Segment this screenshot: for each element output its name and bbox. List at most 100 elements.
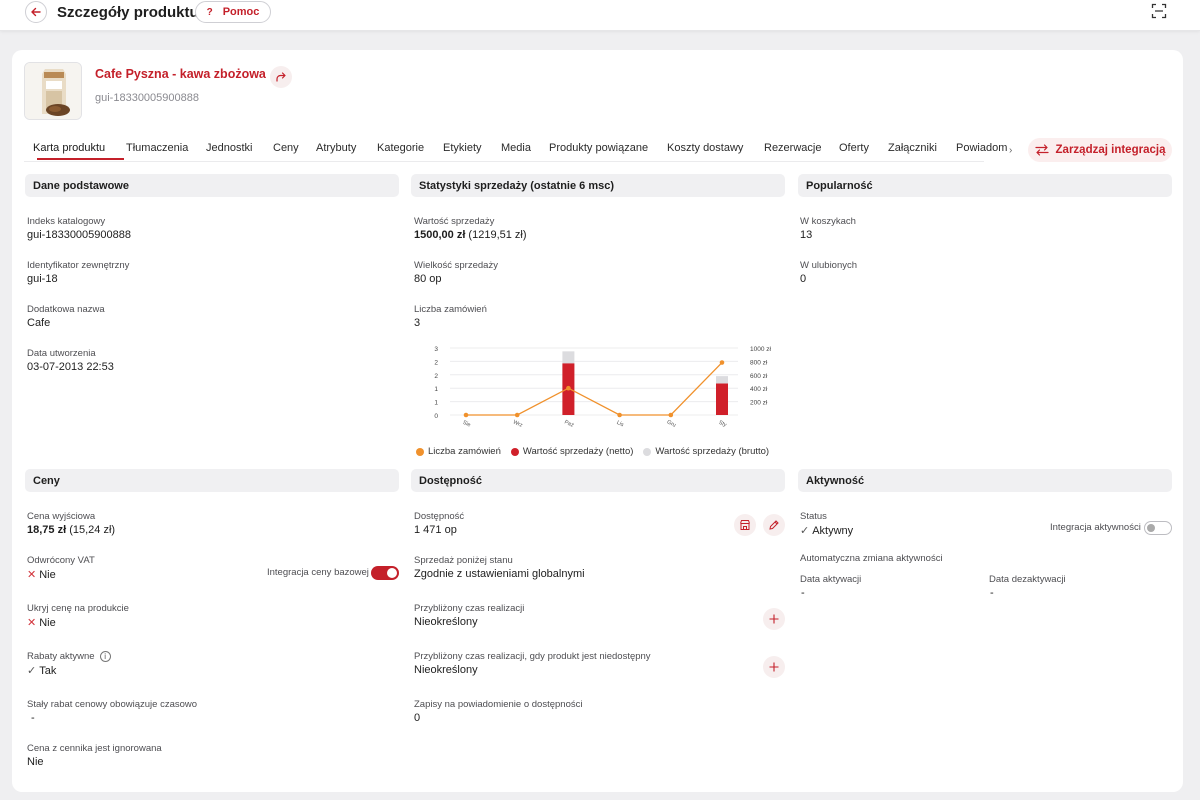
back-button[interactable] xyxy=(25,1,47,23)
field-value-hide-price: ✕ Nie xyxy=(27,616,56,629)
help-button[interactable]: ? Pomoc xyxy=(195,1,271,23)
field-label-sale-below-stock: Sprzedaż poniżej stanu xyxy=(414,555,513,566)
add-lead-time-button[interactable] xyxy=(763,608,785,630)
discounts-active-label-text: Rabaty aktywne xyxy=(27,651,95,663)
field-label-in-carts: W koszykach xyxy=(800,216,856,227)
tab-koszty-dostawy[interactable]: Koszty dostawy xyxy=(667,142,744,154)
section-header-popularity: Popularność xyxy=(798,174,1172,197)
field-label-additional-name: Dodatkowa nazwa xyxy=(27,304,105,315)
field-label-in-favorites: W ulubionych xyxy=(800,260,858,271)
legend-label-gross: Wartość sprzedaży (brutto) xyxy=(655,446,770,457)
tab-produkty-powiazane[interactable]: Produkty powiązane xyxy=(549,142,649,154)
tabs-bar: Karta produktu Tłumaczenia Jednostki Cen… xyxy=(24,138,1024,162)
tab-zalaczniki[interactable]: Załączniki xyxy=(888,142,937,154)
product-card: Cafe Pyszna - kawa zbożowa gui-183300059… xyxy=(12,50,1183,792)
coffee-bag-image xyxy=(25,63,81,119)
tab-rezerwacje[interactable]: Rezerwacje xyxy=(764,142,822,154)
legend-dot-orders xyxy=(416,447,424,456)
chart-legend: Liczba zamówień Wartość sprzedaży (netto… xyxy=(416,446,769,457)
y-tick-left: 0 xyxy=(434,413,438,420)
x-tick-label: Paź xyxy=(563,419,574,429)
store-button[interactable] xyxy=(734,514,756,536)
product-name-link[interactable]: Cafe Pyszna - kawa zbożowa xyxy=(95,67,266,81)
field-label-deactivation-date: Data dezaktywacji xyxy=(989,574,1066,585)
question-icon: ? xyxy=(206,6,213,18)
y-tick-right: 400 zł xyxy=(750,386,768,393)
page-title: Szczegóły produktu xyxy=(57,4,199,21)
tab-ceny[interactable]: Ceny xyxy=(273,142,299,154)
tab-atrybuty[interactable]: Atrybuty xyxy=(316,142,357,154)
share-arrow-icon xyxy=(276,72,286,82)
arrow-left-icon xyxy=(31,7,41,17)
y-tick-left: 2 xyxy=(434,373,438,380)
field-label-lead-time-unavailable: Przybliżony czas realizacji, gdy produkt… xyxy=(414,651,651,662)
tab-karta-produktu[interactable]: Karta produktu xyxy=(33,142,106,154)
manage-integration-button[interactable]: Zarządzaj integracją xyxy=(1028,138,1172,162)
field-value-activation-date: - xyxy=(801,587,805,599)
add-lead-time-unavailable-button[interactable] xyxy=(763,656,785,678)
activity-integration-toggle[interactable] xyxy=(1144,521,1172,535)
field-label-sales-volume: Wielkość sprzedaży xyxy=(414,260,498,271)
field-label-auto-activity-change: Automatyczna zmiana aktywności xyxy=(800,553,943,564)
tab-oferty[interactable]: Oferty xyxy=(839,142,869,154)
pencil-icon xyxy=(769,520,779,530)
x-tick-label: Sty xyxy=(718,420,728,429)
field-label-created-date: Data utworzenia xyxy=(27,348,96,359)
field-label-catalog-index: Indeks katalogowy xyxy=(27,216,106,227)
active-tab-indicator xyxy=(37,158,124,160)
x-tick-label: Wrz xyxy=(512,419,524,429)
section-header-basic: Dane podstawowe xyxy=(25,174,399,197)
legend-item-orders[interactable]: Liczba zamówień xyxy=(416,446,501,457)
field-value-notify-signups: 0 xyxy=(414,712,421,724)
check-icon: ✓ xyxy=(27,665,37,677)
base-price-integration-toggle[interactable] xyxy=(371,566,399,580)
plus-icon xyxy=(769,614,779,624)
field-value-sale-below-stock: Zgodnie z ustawieniami globalnymi xyxy=(414,568,585,580)
info-icon[interactable]: i xyxy=(99,651,111,662)
edit-availability-button[interactable] xyxy=(763,514,785,536)
field-value-deactivation-date: - xyxy=(990,587,994,599)
product-image[interactable] xyxy=(24,62,82,120)
orders-point xyxy=(566,385,571,391)
orders-point xyxy=(463,412,469,418)
tab-kategorie[interactable]: Kategorie xyxy=(377,142,425,154)
field-value-in-favorites: 0 xyxy=(800,273,807,285)
field-value-status: ✓ Aktywny xyxy=(800,524,853,537)
tab-jednostki[interactable]: Jednostki xyxy=(206,142,253,154)
legend-item-net[interactable]: Wartość sprzedaży (netto) xyxy=(510,446,633,457)
legend-item-gross[interactable]: Wartość sprzedaży (brutto) xyxy=(643,446,769,457)
field-value-sales-value: 1500,00 zł (1219,51 zł) xyxy=(414,229,527,241)
y-tick-right: 1000 zł xyxy=(750,346,772,353)
tab-etykiety[interactable]: Etykiety xyxy=(443,142,482,154)
status-text: Aktywny xyxy=(812,525,854,537)
field-value-in-carts: 13 xyxy=(800,229,813,241)
tab-media[interactable]: Media xyxy=(501,142,531,154)
tab-tlumaczenia[interactable]: Tłumaczenia xyxy=(126,142,189,154)
fullscreen-button[interactable] xyxy=(1151,3,1169,21)
y-tick-left: 1 xyxy=(434,386,438,393)
x-tick-label: Sie xyxy=(462,420,472,429)
legend-dot-gross xyxy=(643,447,652,456)
y-tick-right: 600 zł xyxy=(750,373,768,380)
orders-point xyxy=(514,412,520,418)
field-value-reverse-vat: ✕ Nie xyxy=(27,568,56,581)
tabs-scroll-right-icon[interactable]: › xyxy=(1009,145,1013,156)
field-value-catalog-index: gui-18330005900888 xyxy=(27,229,131,241)
hide-price-text: Nie xyxy=(39,617,56,629)
fullscreen-icon xyxy=(1151,3,1167,19)
tab-powiadom[interactable]: Powiadom xyxy=(956,142,1008,154)
discounts-active-text: Tak xyxy=(39,665,57,677)
orders-line xyxy=(466,362,723,416)
field-label-lead-time: Przybliżony czas realizacji xyxy=(414,603,525,614)
legend-dot-net xyxy=(510,447,519,456)
section-header-availability: Dostępność xyxy=(411,469,785,492)
section-header-prices: Ceny xyxy=(25,469,399,492)
manage-integration-label: Zarządzaj integracją xyxy=(1055,144,1166,156)
field-value-lead-time: Nieokreślony xyxy=(414,616,478,628)
sales-value-gross: 1500,00 zł xyxy=(414,229,466,241)
share-button[interactable] xyxy=(270,66,292,88)
field-label-sales-value: Wartość sprzedaży xyxy=(414,216,495,227)
orders-point xyxy=(719,360,725,365)
field-value-orders-count: 3 xyxy=(414,317,421,329)
field-label-status: Status xyxy=(800,511,827,522)
